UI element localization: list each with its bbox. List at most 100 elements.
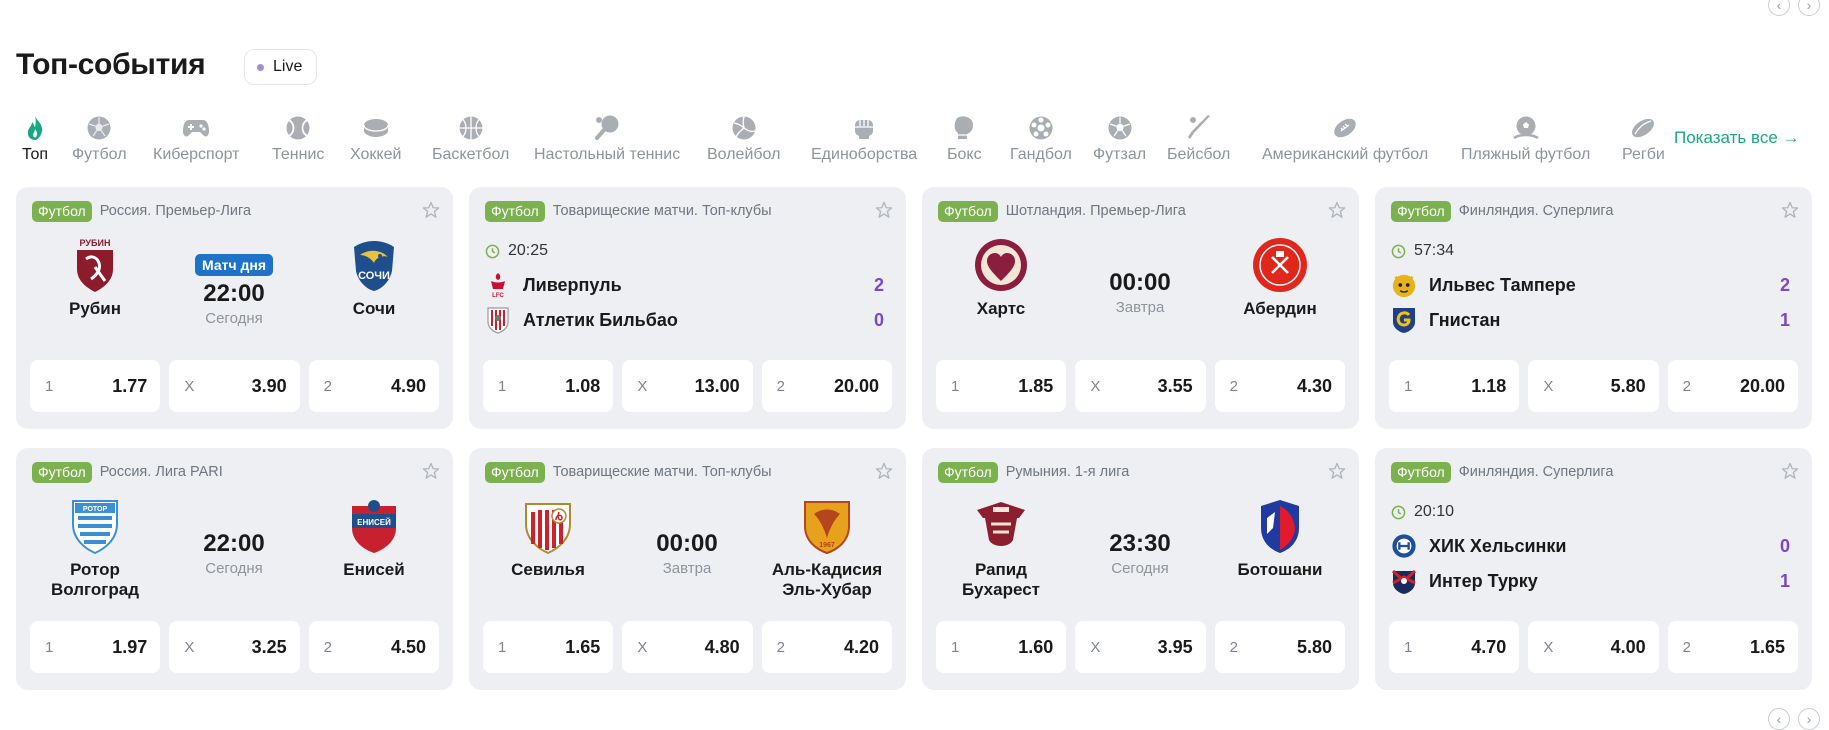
- sport-tab-esports[interactable]: Киберспорт: [153, 114, 239, 164]
- favorite-star-icon[interactable]: [422, 201, 440, 224]
- bottom-next-page-button[interactable]: ›: [1798, 708, 1820, 730]
- team-logo: [520, 498, 576, 554]
- sport-tab-baseball[interactable]: Бейсбол: [1167, 114, 1230, 164]
- team-name: Енисей: [343, 560, 405, 579]
- team-logo: СОЧИ: [346, 237, 402, 293]
- live-clock: 20:25: [485, 242, 548, 260]
- sport-tab-boxing[interactable]: Бокс: [947, 114, 982, 164]
- odd-button-draw[interactable]: X 3.90: [169, 360, 300, 412]
- league-name: Шотландия. Премьер-Лига: [1005, 203, 1186, 219]
- event-card[interactable]: Футбол Товарищеские матчи. Топ-клубы Севи…: [469, 448, 906, 690]
- sport-tab-beach-soccer[interactable]: Пляжный футбол: [1461, 114, 1590, 164]
- sport-badge: Футбол: [32, 461, 92, 483]
- sport-tab-rugby[interactable]: Регби: [1622, 114, 1665, 164]
- team-logo: ЕНИСЕЙ: [346, 498, 402, 554]
- event-card[interactable]: Футбол Румыния. 1-я лига Рапид Бухарест 2…: [922, 448, 1359, 690]
- match-time-block: Матч дня 22:00 Сегодня: [134, 254, 334, 327]
- odd-button-home[interactable]: 1 1.65: [483, 621, 614, 673]
- league-name: Финляндия. Суперлига: [1458, 203, 1614, 219]
- event-card[interactable]: Футбол Финляндия. Суперлига 57:34 Ильвес …: [1375, 187, 1812, 429]
- odd-button-away[interactable]: 2 4.90: [308, 360, 439, 412]
- sport-tab-basketball[interactable]: Баскетбол: [432, 114, 509, 164]
- sport-label: Топ: [22, 146, 49, 163]
- odd-button-home[interactable]: 1 1.08: [483, 360, 614, 412]
- odd-button-draw[interactable]: X 3.55: [1075, 360, 1206, 412]
- sport-tab-top[interactable]: Топ: [22, 114, 48, 164]
- odd-button-draw[interactable]: X 3.25: [169, 621, 300, 673]
- event-card[interactable]: Футбол Финляндия. Суперлига 20:10 ХИК Хел…: [1375, 448, 1812, 690]
- volleyball-icon: [731, 114, 757, 142]
- odd-button-away[interactable]: 2 1.65: [1667, 621, 1798, 673]
- sport-label: Волейбол: [707, 146, 781, 163]
- odds-row: 1 4.70 X 4.00 2 1.65: [1389, 621, 1798, 673]
- event-card[interactable]: Футбол Россия. Премьер-Лига РУБИН Рубин М…: [16, 187, 453, 429]
- odd-button-draw[interactable]: X 4.80: [622, 621, 753, 673]
- sport-tab-hockey[interactable]: Хоккей: [350, 114, 401, 164]
- team-score: 1: [1779, 309, 1790, 330]
- sport-tab-american-football[interactable]: Американский футбол: [1262, 114, 1428, 164]
- favorite-star-icon[interactable]: [1781, 201, 1799, 224]
- live-toggle[interactable]: Live: [244, 49, 318, 85]
- odd-button-home[interactable]: 1 1.85: [936, 360, 1067, 412]
- odd-button-home[interactable]: 1 1.77: [30, 360, 161, 412]
- team-score: 0: [873, 309, 884, 330]
- odd-button-away[interactable]: 2 20.00: [1667, 360, 1798, 412]
- match-day: Завтра: [662, 560, 712, 577]
- away-team-row: Интер Турку 1: [1391, 566, 1790, 596]
- favorite-star-icon[interactable]: [1781, 462, 1799, 485]
- team-name: Атлетик Бильбао: [523, 309, 678, 330]
- event-card[interactable]: Футбол Товарищеские матчи. Топ-клубы 20:2…: [469, 187, 906, 429]
- favorite-star-icon[interactable]: [875, 462, 893, 485]
- favorite-star-icon[interactable]: [1328, 201, 1346, 224]
- favorite-star-icon[interactable]: [1328, 462, 1346, 485]
- away-team: ЕНИСЕЙ Енисей: [299, 498, 449, 580]
- odds-row: 1 1.60 X 3.95 2 5.80: [936, 621, 1345, 673]
- match-time: 22:00: [203, 530, 265, 557]
- odd-button-draw[interactable]: X 5.80: [1528, 360, 1659, 412]
- odd-button-home[interactable]: 1 1.60: [936, 621, 1067, 673]
- clock-icon: [485, 244, 500, 258]
- live-dot-icon: [257, 63, 264, 71]
- sport-label: Баскетбол: [432, 146, 510, 163]
- odd-button-home[interactable]: 1 1.97: [30, 621, 161, 673]
- svg-text:LFC: LFC: [492, 293, 504, 299]
- bottom-prev-page-button[interactable]: ‹: [1768, 708, 1790, 730]
- odd-button-away[interactable]: 2 5.80: [1214, 621, 1345, 673]
- match-day: Завтра: [1115, 299, 1165, 316]
- sport-tab-tennis[interactable]: Теннис: [272, 114, 324, 164]
- odd-button-away[interactable]: 2 4.20: [761, 621, 892, 673]
- sport-label: Хоккей: [350, 146, 402, 163]
- team-logo: [973, 237, 1029, 293]
- odd-button-home[interactable]: 1 1.18: [1389, 360, 1520, 412]
- sport-badge: Футбол: [32, 200, 92, 222]
- favorite-star-icon[interactable]: [422, 462, 440, 485]
- odd-button-home[interactable]: 1 4.70: [1389, 621, 1520, 673]
- sport-tab-martial-arts[interactable]: Единоборства: [811, 114, 917, 164]
- sport-tab-football[interactable]: Футбол: [72, 114, 127, 164]
- sport-tab-table-tennis[interactable]: Настольный теннис: [534, 114, 680, 164]
- event-card[interactable]: Футбол Россия. Лига PARI РОТОР Ротор Волг…: [16, 448, 453, 690]
- show-all-link[interactable]: Показать все →: [1674, 128, 1800, 147]
- sport-tab-handball[interactable]: Гандбол: [1010, 114, 1072, 164]
- prev-page-button[interactable]: ‹: [1768, 0, 1790, 16]
- match-time-block: 22:00 Сегодня: [134, 530, 334, 577]
- odd-button-draw[interactable]: X 13.00: [622, 360, 753, 412]
- sport-label: Настольный теннис: [534, 146, 681, 163]
- chevron-right-icon: ›: [1806, 0, 1812, 13]
- odd-button-away[interactable]: 2 20.00: [761, 360, 892, 412]
- sport-tab-volleyball[interactable]: Волейбол: [707, 114, 780, 164]
- odd-button-draw[interactable]: X 4.00: [1528, 621, 1659, 673]
- sport-label: Пляжный футбол: [1461, 146, 1591, 163]
- favorite-star-icon[interactable]: [875, 201, 893, 224]
- odd-button-draw[interactable]: X 3.95: [1075, 621, 1206, 673]
- event-card[interactable]: Футбол Шотландия. Премьер-Лига Хартс 00:0…: [922, 187, 1359, 429]
- odd-button-away[interactable]: 2 4.50: [308, 621, 439, 673]
- next-page-button[interactable]: ›: [1798, 0, 1820, 16]
- futsal-ball-icon: [1107, 114, 1133, 142]
- svg-text:РОТОР: РОТОР: [83, 506, 108, 513]
- home-team: Рапид Бухарест: [926, 498, 1076, 600]
- team-score: 1: [1779, 570, 1790, 591]
- odd-button-away[interactable]: 2 4.30: [1214, 360, 1345, 412]
- sport-label: Футбол: [72, 146, 127, 163]
- sport-tab-futsal[interactable]: Футзал: [1093, 114, 1146, 164]
